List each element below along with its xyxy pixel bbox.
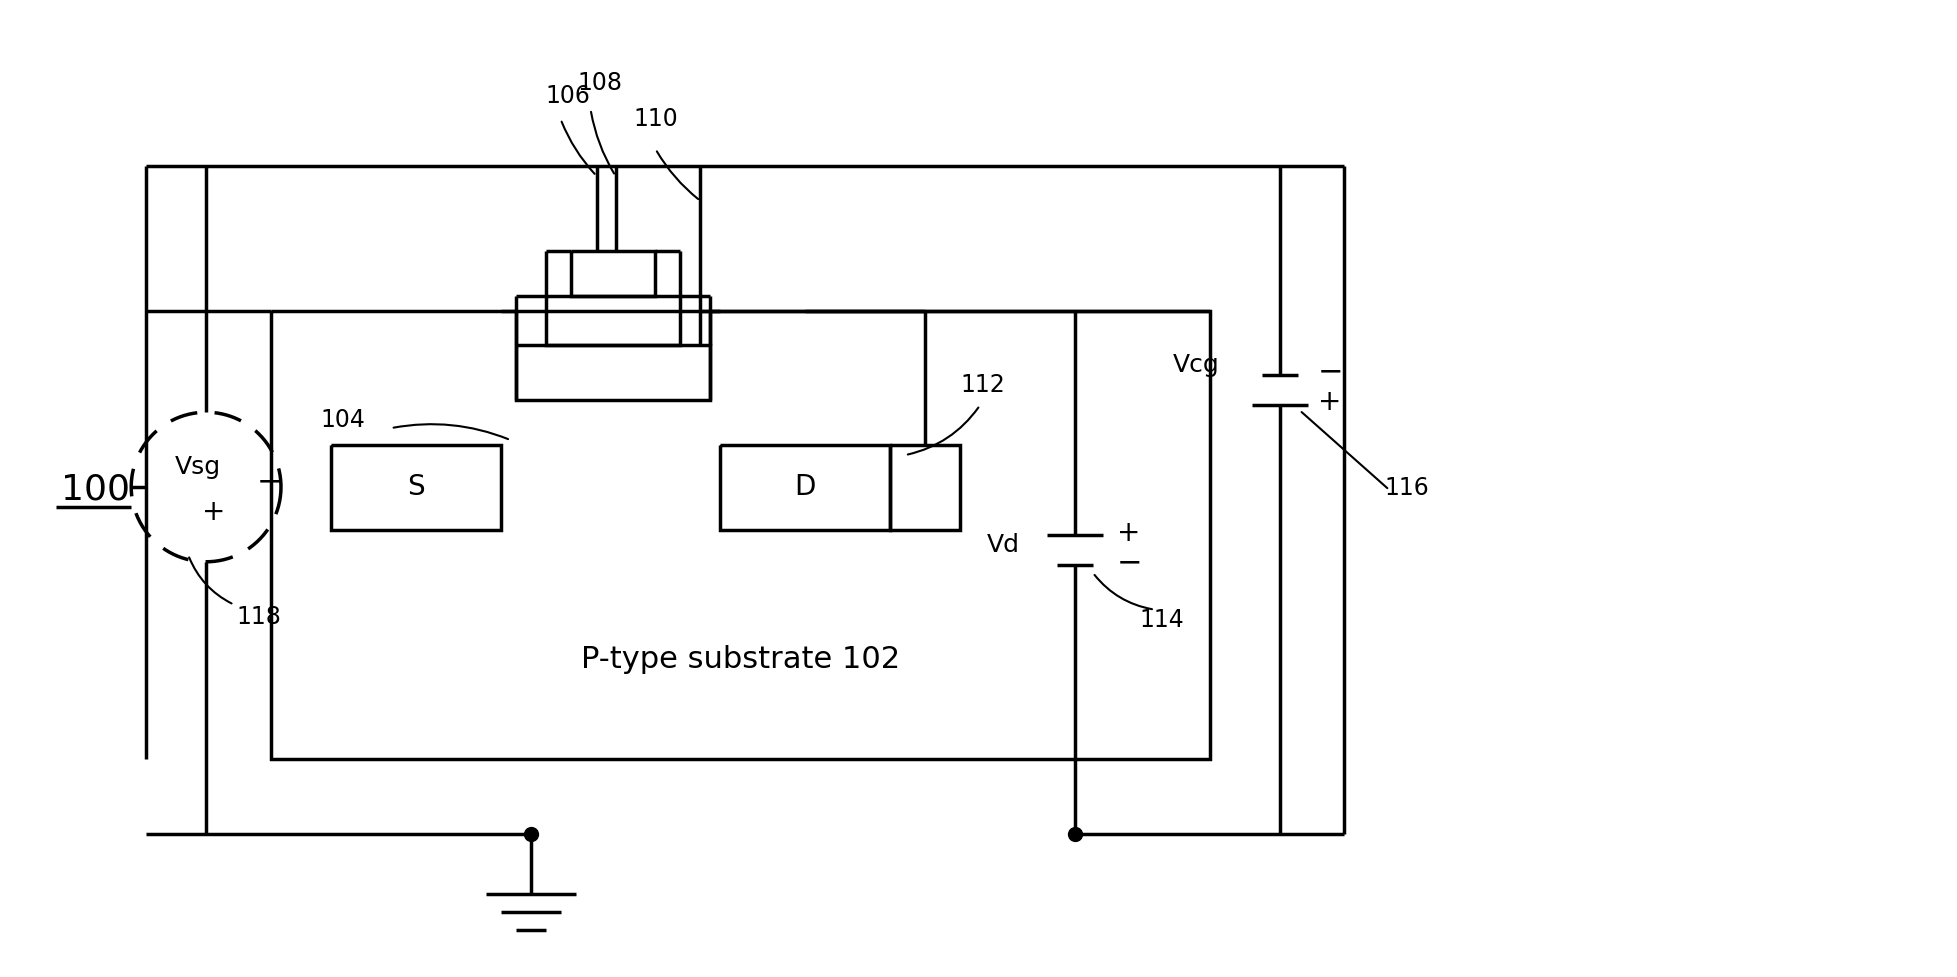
Text: −: − [1317, 358, 1343, 387]
Text: 118: 118 [237, 605, 282, 628]
Text: 106: 106 [546, 84, 591, 108]
Text: +: + [1117, 519, 1141, 547]
Text: P-type substrate 102: P-type substrate 102 [581, 645, 900, 674]
Text: Vsg: Vsg [174, 455, 221, 479]
Text: 112: 112 [961, 373, 1004, 398]
Text: −: − [1117, 548, 1143, 577]
Text: 104: 104 [321, 408, 366, 432]
Text: 116: 116 [1384, 476, 1429, 500]
Text: Vcg: Vcg [1172, 354, 1219, 377]
Text: 100: 100 [61, 473, 131, 507]
Text: +: + [202, 498, 225, 526]
Text: 108: 108 [577, 71, 622, 95]
Text: 110: 110 [634, 107, 679, 131]
Text: −: − [256, 468, 282, 496]
Text: D: D [795, 473, 816, 501]
Text: Vd: Vd [986, 532, 1020, 557]
Text: 114: 114 [1139, 608, 1184, 631]
Text: +: + [1317, 388, 1341, 416]
Text: S: S [407, 473, 425, 501]
